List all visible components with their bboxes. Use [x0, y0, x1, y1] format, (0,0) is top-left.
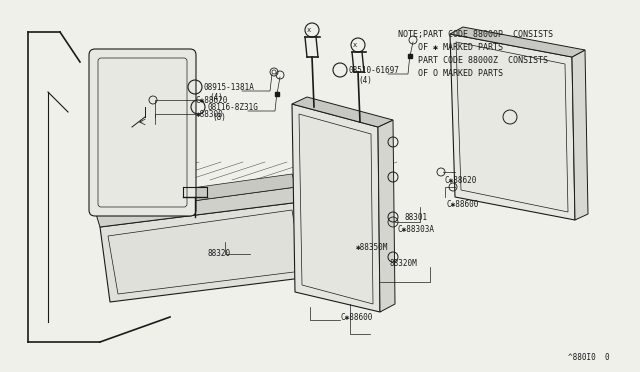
Text: OF ✱ MARKED PARTS: OF ✱ MARKED PARTS	[398, 43, 503, 52]
Text: NOTE;PART CODE 88000P  CONSISTS: NOTE;PART CODE 88000P CONSISTS	[398, 30, 553, 39]
Polygon shape	[100, 202, 310, 302]
FancyBboxPatch shape	[89, 49, 196, 216]
Polygon shape	[96, 187, 300, 227]
Polygon shape	[450, 27, 585, 57]
Text: (4): (4)	[358, 76, 372, 84]
Text: 08510-61697: 08510-61697	[349, 65, 400, 74]
Text: ^880I0  0: ^880I0 0	[568, 353, 610, 362]
Text: x: x	[353, 42, 357, 48]
Text: 88320: 88320	[207, 250, 230, 259]
Text: C✱88303A: C✱88303A	[398, 224, 435, 234]
Polygon shape	[378, 120, 395, 312]
Text: ✱88300: ✱88300	[196, 109, 224, 119]
Text: 08915-1381A: 08915-1381A	[203, 83, 254, 92]
Polygon shape	[292, 104, 380, 312]
Polygon shape	[92, 174, 296, 214]
Polygon shape	[450, 34, 575, 220]
Text: (4): (4)	[209, 93, 223, 102]
Circle shape	[272, 70, 276, 74]
Text: C✱88620: C✱88620	[445, 176, 477, 185]
Text: (8): (8)	[212, 112, 226, 122]
Text: PART CODE 88000Z  CONSISTS: PART CODE 88000Z CONSISTS	[398, 56, 548, 65]
Text: 88301: 88301	[405, 212, 428, 221]
Text: ✱88350M: ✱88350M	[356, 243, 388, 251]
Text: OF O MARKED PARTS: OF O MARKED PARTS	[398, 69, 503, 78]
Text: 08116-8Z31G: 08116-8Z31G	[207, 103, 258, 112]
Text: C✱88620: C✱88620	[196, 96, 228, 105]
Text: 88320M: 88320M	[390, 260, 418, 269]
Text: x: x	[307, 27, 311, 33]
Text: C✱88600: C✱88600	[341, 312, 373, 321]
Text: C✱88600: C✱88600	[447, 199, 479, 208]
Polygon shape	[572, 50, 588, 220]
Polygon shape	[292, 97, 393, 127]
